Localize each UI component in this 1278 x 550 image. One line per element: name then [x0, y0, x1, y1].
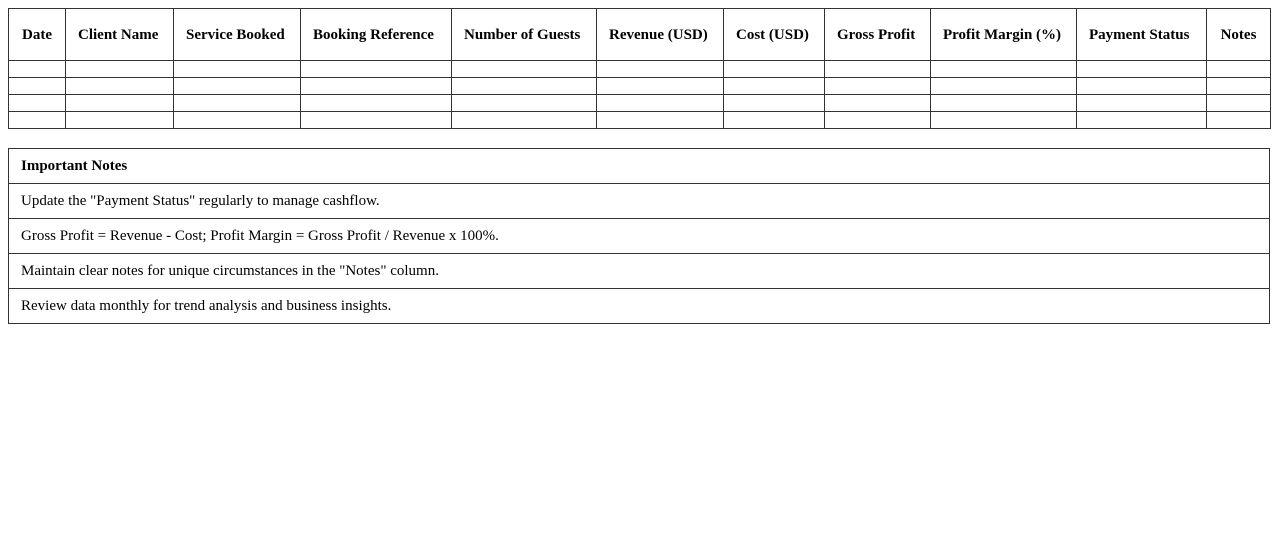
table-cell[interactable]: [1076, 60, 1207, 78]
column-header: Service Booked: [173, 8, 301, 61]
table-cell[interactable]: [596, 77, 724, 95]
table-cell[interactable]: [8, 111, 66, 129]
column-header: Payment Status: [1076, 8, 1207, 61]
table-cell[interactable]: [1076, 77, 1207, 95]
table-cell[interactable]: [451, 77, 597, 95]
table-cell[interactable]: [824, 60, 931, 78]
table-row: [8, 77, 1271, 95]
table-cell[interactable]: [65, 111, 174, 129]
column-header: Notes: [1206, 8, 1271, 61]
column-header: Number of Guests: [451, 8, 597, 61]
table-cell[interactable]: [596, 94, 724, 112]
table-cell[interactable]: [930, 60, 1077, 78]
table-cell[interactable]: [824, 94, 931, 112]
note-item: Update the "Payment Status" regularly to…: [8, 183, 1270, 219]
header-row: Date Client Name Service Booked Booking Ref…: [8, 8, 1271, 61]
table-cell[interactable]: [300, 77, 452, 95]
column-header: Gross Profit: [824, 8, 931, 61]
column-header: Profit Margin (%): [930, 8, 1077, 61]
important-notes-table: Important Notes Update the "Payment Stat…: [8, 148, 1270, 324]
table-row: [8, 60, 1271, 78]
table-cell[interactable]: [173, 60, 301, 78]
table-cell[interactable]: [723, 60, 825, 78]
table-cell[interactable]: [8, 77, 66, 95]
table-cell[interactable]: [930, 94, 1077, 112]
table-cell[interactable]: [8, 94, 66, 112]
table-cell[interactable]: [1076, 111, 1207, 129]
table-cell[interactable]: [1206, 111, 1271, 129]
table-cell[interactable]: [173, 111, 301, 129]
booking-table: Date Client Name Service Booked Booking Ref…: [8, 8, 1271, 129]
table-cell[interactable]: [1076, 94, 1207, 112]
column-header: Revenue (USD): [596, 8, 724, 61]
table-cell[interactable]: [65, 94, 174, 112]
table-cell[interactable]: [173, 94, 301, 112]
note-item: Gross Profit = Revenue - Cost; Profit Ma…: [8, 218, 1270, 254]
table-cell[interactable]: [1206, 77, 1271, 95]
table-cell[interactable]: [173, 77, 301, 95]
column-header: Cost (USD): [723, 8, 825, 61]
table-cell[interactable]: [451, 60, 597, 78]
table-cell[interactable]: [300, 111, 452, 129]
table-cell[interactable]: [930, 77, 1077, 95]
table-cell[interactable]: [1206, 94, 1271, 112]
column-header: Client Name: [65, 8, 174, 61]
note-item: Maintain clear notes for unique circumst…: [8, 253, 1270, 289]
table-cell[interactable]: [824, 77, 931, 95]
table-cell[interactable]: [8, 60, 66, 78]
table-cell[interactable]: [596, 111, 724, 129]
column-header: Date: [8, 8, 66, 61]
table-cell[interactable]: [300, 60, 452, 78]
table-cell[interactable]: [824, 111, 931, 129]
table-cell[interactable]: [723, 77, 825, 95]
table-cell[interactable]: [300, 94, 452, 112]
table-row: [8, 111, 1271, 129]
table-cell[interactable]: [930, 111, 1077, 129]
table-cell[interactable]: [1206, 60, 1271, 78]
table-cell[interactable]: [451, 94, 597, 112]
table-cell[interactable]: [65, 60, 174, 78]
table-cell[interactable]: [596, 60, 724, 78]
column-header: Booking Reference: [300, 8, 452, 61]
table-cell[interactable]: [451, 111, 597, 129]
note-item: Review data monthly for trend analysis a…: [8, 288, 1270, 324]
table-cell[interactable]: [65, 77, 174, 95]
table-cell[interactable]: [723, 111, 825, 129]
table-row: [8, 94, 1271, 112]
notes-title: Important Notes: [8, 148, 1270, 184]
table-cell[interactable]: [723, 94, 825, 112]
